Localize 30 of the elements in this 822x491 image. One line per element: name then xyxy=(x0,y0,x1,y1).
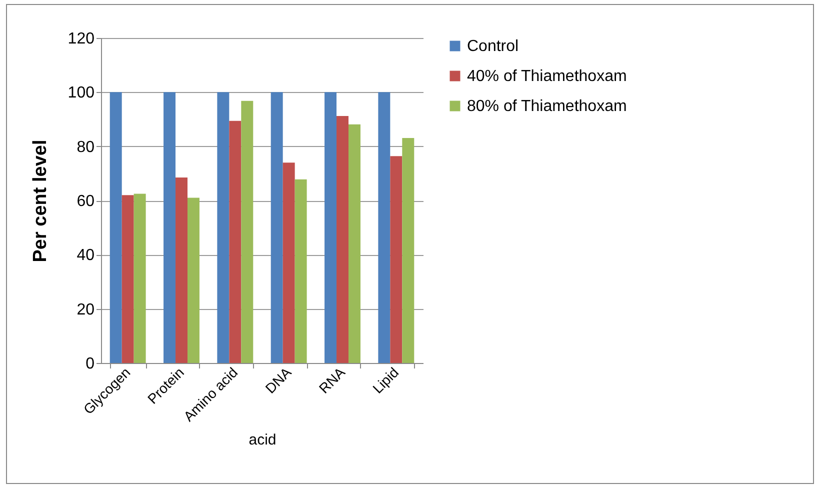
bar xyxy=(187,198,200,363)
y-tick-label: 0 xyxy=(86,356,95,372)
y-tick-label: 20 xyxy=(76,301,95,318)
bar xyxy=(390,156,402,363)
legend-label: Control xyxy=(467,38,519,55)
bar xyxy=(402,138,414,363)
legend-label: 40% of Thiamethoxam xyxy=(467,68,627,85)
bar xyxy=(378,92,390,363)
x-axis-title: acid xyxy=(248,431,276,448)
y-axis-title: Per cent level xyxy=(30,140,51,262)
bar xyxy=(110,92,122,363)
bar xyxy=(176,177,188,363)
bar xyxy=(282,162,295,363)
bar xyxy=(217,92,230,363)
bar xyxy=(270,92,283,363)
bar xyxy=(294,179,307,363)
bar xyxy=(324,92,337,363)
y-tick-label: 120 xyxy=(68,30,95,48)
bar xyxy=(164,92,176,363)
bar xyxy=(134,194,146,363)
y-tick-label: 60 xyxy=(76,193,95,210)
y-tick-label: 100 xyxy=(68,84,95,102)
bar xyxy=(241,100,254,363)
y-tick-label: 40 xyxy=(76,247,95,264)
legend-label: 80% of Thiamethoxam xyxy=(467,98,627,115)
y-tick-label: 80 xyxy=(76,138,95,156)
bar xyxy=(348,124,360,363)
bar xyxy=(336,116,348,363)
bar xyxy=(229,120,242,363)
bar xyxy=(122,195,134,363)
